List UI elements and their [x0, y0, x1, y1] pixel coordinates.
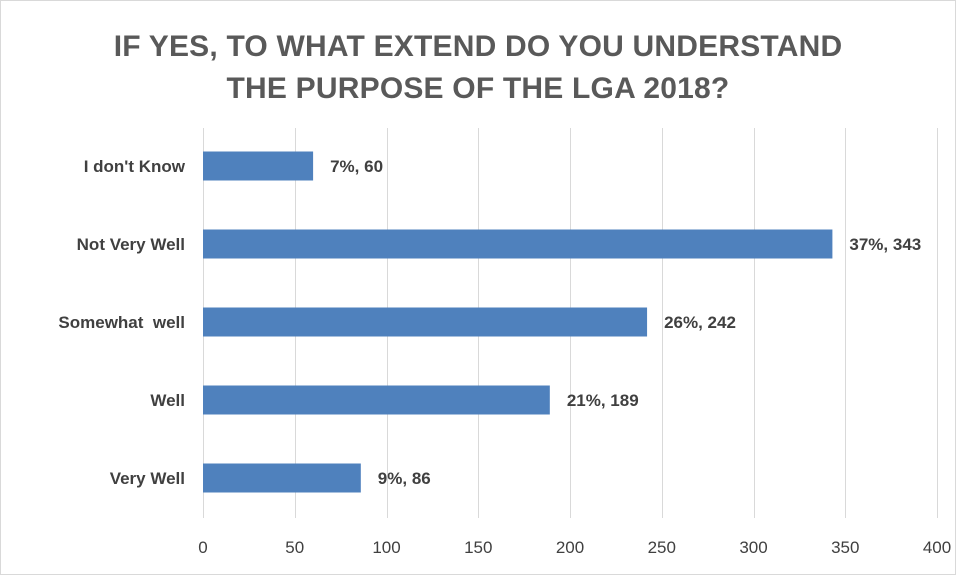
bar-1 [203, 229, 833, 259]
bar-4 [203, 463, 361, 493]
data-label: 9%, 86 [378, 469, 431, 488]
data-label: 21%, 189 [567, 391, 639, 410]
category-label: Well [150, 391, 185, 410]
bar-3 [203, 385, 550, 415]
data-label: 26%, 242 [664, 313, 736, 332]
x-tick-label: 400 [923, 538, 951, 557]
category-label: Not Very Well [77, 235, 185, 254]
x-tick-label: 250 [648, 538, 676, 557]
category-label: I don't Know [84, 157, 186, 176]
category-label: Somewhat well [58, 313, 185, 332]
chart-title: IF YES, TO WHAT EXTEND DO YOU UNDERSTAND… [0, 26, 956, 110]
x-tick-label: 0 [198, 538, 207, 557]
data-label: 37%, 343 [849, 235, 921, 254]
data-label: 7%, 60 [330, 157, 383, 176]
x-tick-label: 100 [372, 538, 400, 557]
category-label: Very Well [110, 469, 185, 488]
bar-0 [203, 151, 314, 181]
chart-title-line-2: THE PURPOSE OF THE LGA 2018? [226, 72, 730, 105]
x-tick-label: 300 [739, 538, 767, 557]
chart-title-line-1: IF YES, TO WHAT EXTEND DO YOU UNDERSTAND [113, 30, 843, 63]
x-tick-label: 200 [556, 538, 584, 557]
x-tick-label: 50 [285, 538, 304, 557]
bar-2 [203, 307, 648, 337]
x-tick-label: 350 [831, 538, 859, 557]
x-tick-label: 150 [464, 538, 492, 557]
